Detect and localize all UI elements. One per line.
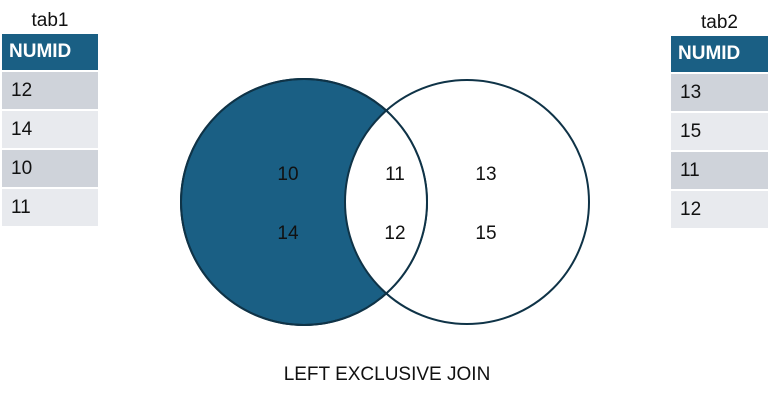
table-row: 14 <box>2 111 98 150</box>
left-set-outline <box>180 78 428 326</box>
table-caption: tab1 <box>31 10 69 31</box>
right-set-circle <box>344 79 590 325</box>
table-row: 11 <box>2 189 98 228</box>
intersection-region <box>345 80 427 324</box>
left-only-value: 10 <box>277 164 298 185</box>
table-row: 11 <box>671 152 768 191</box>
table-tab2: tab2 NUMID 13 15 11 12 <box>671 10 768 230</box>
diagram-title: LEFT EXCLUSIVE JOIN <box>283 364 491 385</box>
table-row: 12 <box>2 72 98 111</box>
table-row: 13 <box>671 74 768 113</box>
table-header: NUMID <box>2 34 98 72</box>
table-tab1: tab1 NUMID 12 14 10 11 <box>2 8 98 228</box>
table-caption: tab2 <box>701 12 738 33</box>
intersection-value: 11 <box>385 164 405 185</box>
table-header: NUMID <box>671 36 768 74</box>
right-only-value: 13 <box>475 164 496 185</box>
left-only-value: 14 <box>277 223 299 244</box>
right-only-value: 15 <box>475 223 496 244</box>
table-row: 12 <box>671 191 768 230</box>
table-row: 15 <box>671 113 768 152</box>
table-row: 10 <box>2 150 98 189</box>
intersection-value: 12 <box>384 223 405 244</box>
